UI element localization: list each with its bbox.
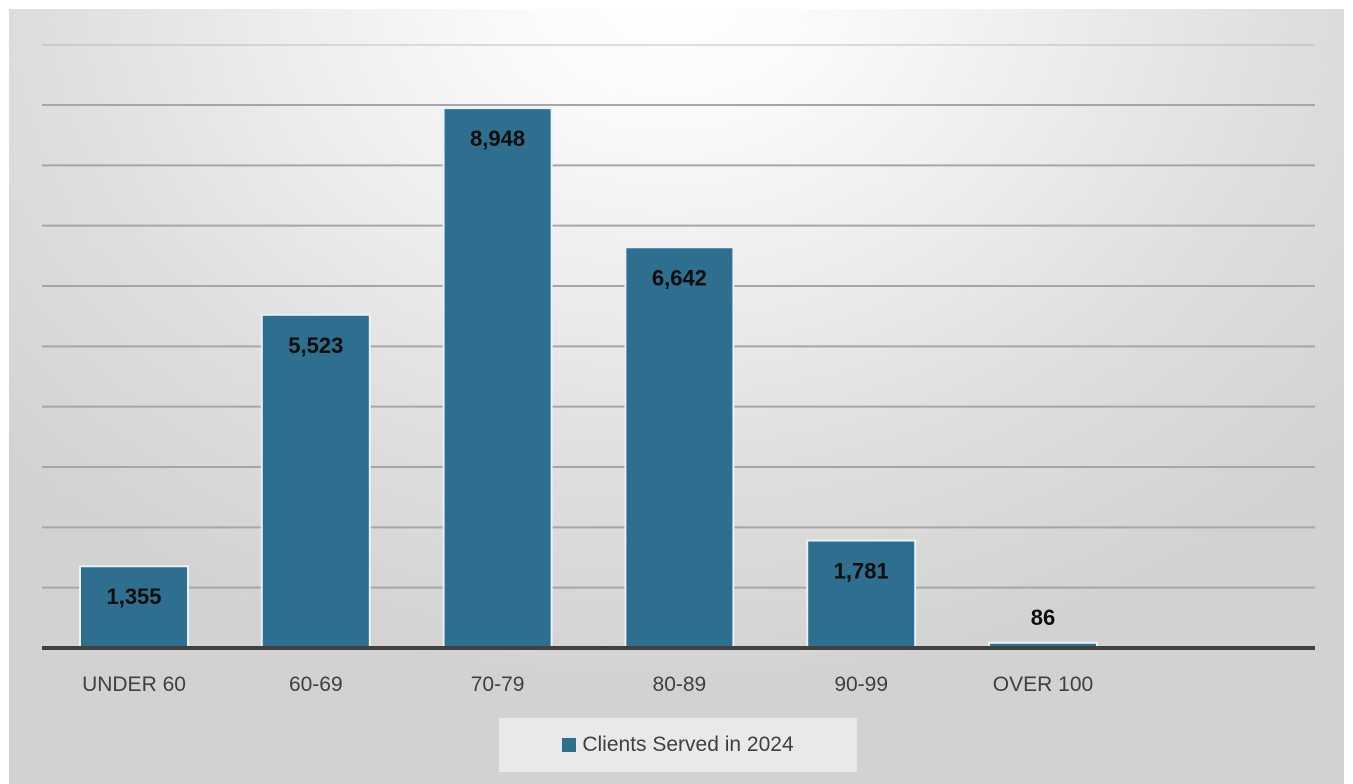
bar xyxy=(806,539,917,649)
bar-chart: 1,355 5,523 8,948 6,642 1,781 86 UNDER 60 60-6… xyxy=(42,44,1315,696)
bar xyxy=(260,313,371,649)
data-label: 6,642 xyxy=(652,265,707,290)
x-tick-label: 80-89 xyxy=(653,673,707,696)
bars xyxy=(79,107,1098,650)
x-tick-label: OVER 100 xyxy=(993,673,1093,696)
legend: Clients Served in 2024 xyxy=(499,718,857,772)
data-label: 1,355 xyxy=(106,584,161,609)
data-label: 86 xyxy=(1031,605,1055,630)
x-tick-label: 90-99 xyxy=(834,673,888,696)
legend-label: Clients Served in 2024 xyxy=(582,733,794,756)
data-labels: 1,355 5,523 8,948 6,642 1,781 86 xyxy=(106,126,1055,630)
x-tick-label: 70-79 xyxy=(471,673,525,696)
bar xyxy=(624,246,735,650)
bar xyxy=(79,565,189,650)
data-label: 5,523 xyxy=(288,333,343,358)
x-tick-label: UNDER 60 xyxy=(82,673,186,696)
data-label: 1,781 xyxy=(834,559,889,584)
legend-swatch xyxy=(562,738,577,752)
data-label: 8,948 xyxy=(470,126,525,151)
chart-area: 1,355 5,523 8,948 6,642 1,781 86 UNDER 60 60-6… xyxy=(9,9,1344,784)
x-axis-tick-labels: UNDER 60 60-69 70-79 80-89 90-99 OVER 100 xyxy=(82,673,1093,696)
bar xyxy=(442,107,553,650)
x-tick-label: 60-69 xyxy=(289,673,343,696)
